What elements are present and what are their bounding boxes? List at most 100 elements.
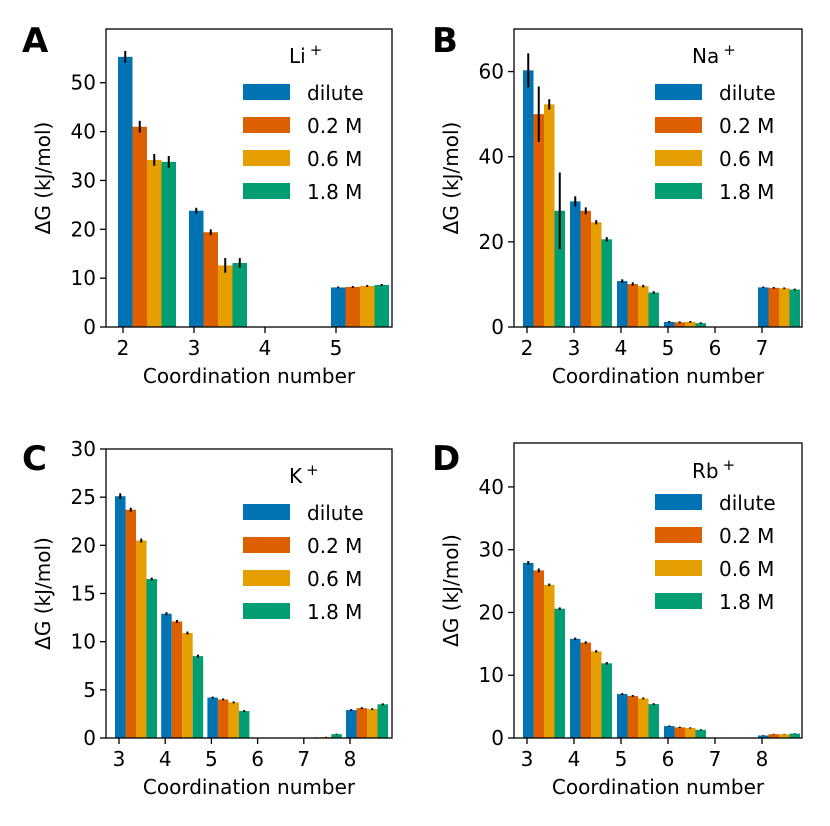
x-axis-label: Coordination number xyxy=(143,364,356,388)
x-axis-label: Coordination number xyxy=(143,775,356,799)
x-tick-label: 8 xyxy=(344,747,357,771)
legend-swatch xyxy=(655,560,702,576)
bar-06M-5 xyxy=(360,285,375,327)
bar-06M-4 xyxy=(638,286,649,327)
bar-02M-5 xyxy=(674,322,685,327)
axes-frame xyxy=(105,28,393,328)
y-tick-label: 50 xyxy=(71,71,96,95)
y-tick-label: 10 xyxy=(479,663,504,687)
bar-dilute-3 xyxy=(189,210,204,327)
bar-06M-5 xyxy=(685,321,696,327)
bar-02M-3 xyxy=(125,509,136,738)
legend-swatch xyxy=(655,117,702,133)
y-tick-label: 30 xyxy=(71,437,96,461)
panel-a: A 0 10 20 30 40 50 2 3 4 5 Coordination number ΔG (k… xyxy=(22,21,393,388)
x-tick-label: 3 xyxy=(521,747,534,771)
panel-letter: C xyxy=(22,439,47,479)
bar-02M-8 xyxy=(356,708,367,738)
bar-18M-4 xyxy=(192,656,204,738)
bar-18M-8 xyxy=(377,704,388,738)
legend-swatch xyxy=(655,84,702,100)
bar-18M-3 xyxy=(232,263,247,327)
x-axis-label: Coordination number xyxy=(552,364,765,388)
panel-b: B 0 20 40 60 2 3 4 5 6 7 Coordination number ΔG (kJ/… xyxy=(432,21,803,388)
legend-swatch xyxy=(243,570,290,586)
x-tick-label: 8 xyxy=(756,747,769,771)
x-tick-label: 3 xyxy=(113,747,126,771)
bar-02M-2 xyxy=(533,114,544,328)
y-tick-label: 40 xyxy=(479,475,504,499)
legend-swatch xyxy=(243,537,290,553)
x-tick-label: 6 xyxy=(662,747,675,771)
panel-letter: D xyxy=(432,439,460,479)
x-tick-label: 4 xyxy=(259,336,272,360)
bar-dilute-5 xyxy=(664,321,675,327)
legend-title: Na + xyxy=(692,41,736,68)
bar-dilute-4 xyxy=(161,613,172,738)
legend-swatch xyxy=(655,494,702,510)
legend-swatch xyxy=(655,527,702,543)
x-tick-label: 5 xyxy=(205,747,218,771)
bar-18M-2 xyxy=(554,210,565,327)
bar-02M-3 xyxy=(533,570,544,738)
legend-title: Li + xyxy=(289,41,322,68)
bar-06M-4 xyxy=(591,651,602,738)
legend-label: 1.8 M xyxy=(719,180,774,204)
panel-d: D 0 10 20 30 40 3 4 5 6 7 8 Coordination number ΔG (k… xyxy=(432,439,803,799)
bar-18M-3 xyxy=(554,608,565,738)
legend-label: dilute xyxy=(719,491,776,515)
y-tick-label: 0 xyxy=(491,726,504,750)
legend-label: 0.2 M xyxy=(307,114,362,138)
y-tick-label: 20 xyxy=(71,217,96,241)
x-tick-label: 6 xyxy=(709,336,722,360)
legend-title: Rb + xyxy=(692,456,735,483)
y-tick-label: 20 xyxy=(479,230,504,254)
legend-label: 0.2 M xyxy=(307,534,362,558)
bar-02M-5 xyxy=(217,699,229,738)
axes-frame xyxy=(513,442,803,739)
legend-title: K + xyxy=(289,461,319,488)
bar-dilute-3 xyxy=(523,562,534,738)
y-axis-label: ΔG (kJ/mol) xyxy=(439,534,463,647)
bar-02M-5 xyxy=(627,695,638,738)
bar-18M-6 xyxy=(695,729,706,738)
y-tick-label: 10 xyxy=(71,630,96,654)
x-tick-label: 7 xyxy=(709,747,722,771)
axes-frame xyxy=(513,28,803,328)
bar-18M-5 xyxy=(238,711,250,738)
y-tick-label: 10 xyxy=(71,266,96,290)
bar-02M-4 xyxy=(580,642,591,738)
bar-dilute-4 xyxy=(617,281,628,327)
legend-label: 1.8 M xyxy=(307,180,362,204)
bar-02M-8 xyxy=(768,734,779,738)
x-tick-label: 3 xyxy=(568,336,581,360)
legend-swatch xyxy=(655,150,702,166)
bar-06M-5 xyxy=(228,702,239,738)
legend-swatch xyxy=(243,504,290,520)
bar-02M-6 xyxy=(674,727,685,738)
bar-dilute-6 xyxy=(664,726,675,738)
panel-letter: B xyxy=(432,21,458,61)
x-tick-label: 5 xyxy=(662,336,675,360)
panel-letter: A xyxy=(22,21,49,61)
bar-18M-4 xyxy=(601,663,612,738)
bar-02M-5 xyxy=(345,286,360,327)
bar-dilute-7 xyxy=(758,287,769,327)
bar-06M-6 xyxy=(685,727,696,738)
y-axis-label: ΔG (kJ/mol) xyxy=(31,537,55,650)
bar-06M-7 xyxy=(779,288,790,327)
panel-c: C 0 5 10 15 20 25 30 3 4 5 6 7 8 Coordination number ΔG… xyxy=(22,437,393,799)
bar-18M-7 xyxy=(331,734,342,738)
y-tick-label: 20 xyxy=(479,600,504,624)
x-tick-label: 7 xyxy=(297,747,310,771)
bar-02M-4 xyxy=(171,621,183,738)
bar-18M-5 xyxy=(648,704,659,738)
y-tick-label: 0 xyxy=(83,726,96,750)
legend-swatch xyxy=(243,183,290,199)
y-tick-label: 40 xyxy=(71,120,96,144)
bar-dilute-4 xyxy=(570,638,581,738)
legend-swatch xyxy=(655,593,702,609)
x-tick-label: 7 xyxy=(756,336,769,360)
bar-02M-3 xyxy=(203,232,218,327)
